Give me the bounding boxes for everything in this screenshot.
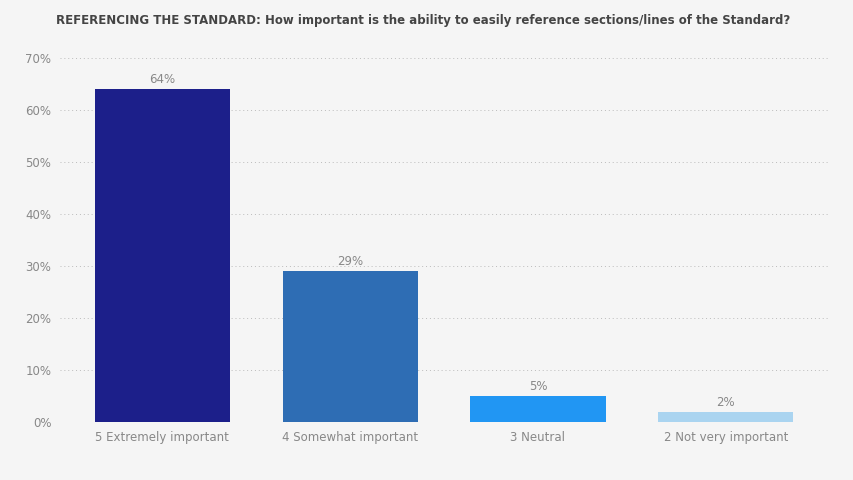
Bar xyxy=(282,271,417,422)
Text: REFERENCING THE STANDARD: How important is the ability to easily reference secti: REFERENCING THE STANDARD: How important … xyxy=(55,14,789,27)
Text: 5%: 5% xyxy=(528,380,547,393)
Bar xyxy=(95,89,229,422)
Text: 2%: 2% xyxy=(716,396,734,409)
Text: 64%: 64% xyxy=(149,73,175,86)
Bar xyxy=(470,396,605,422)
Text: 29%: 29% xyxy=(337,255,363,268)
Bar xyxy=(658,412,792,422)
